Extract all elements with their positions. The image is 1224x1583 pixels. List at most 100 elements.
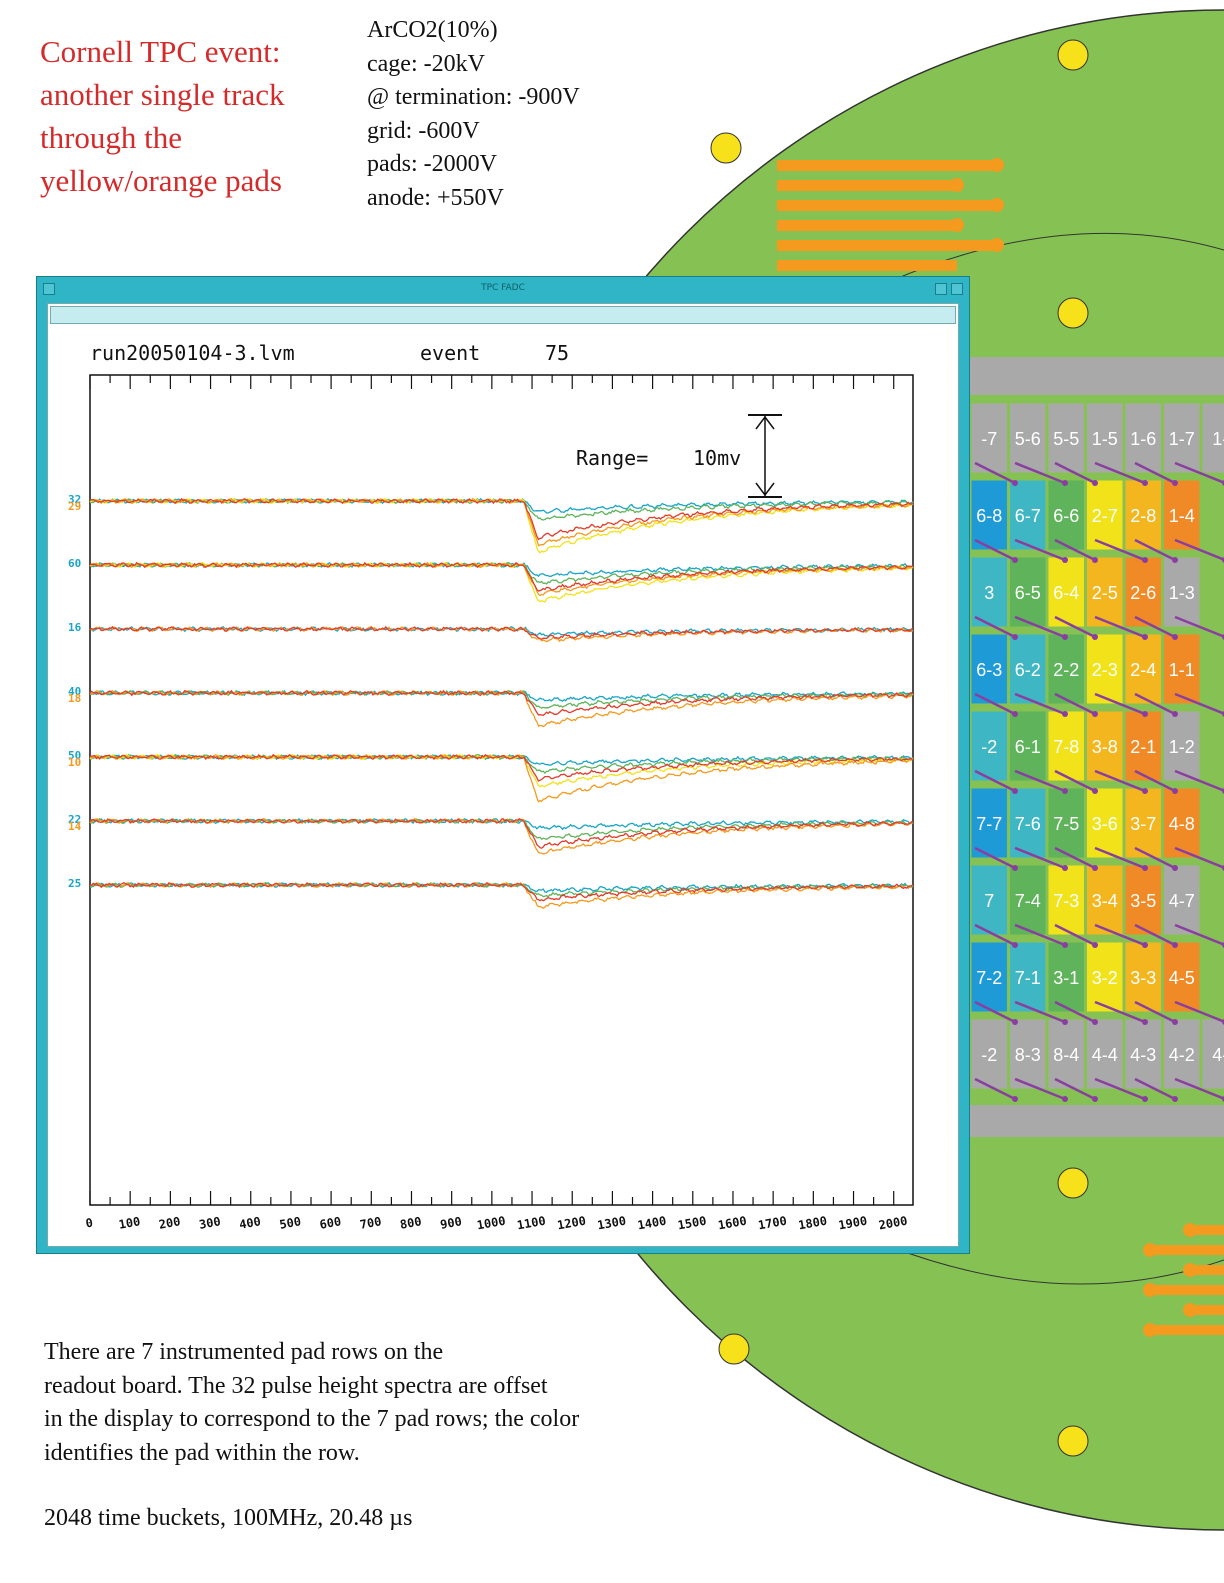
pad-cell: [1163, 633, 1201, 705]
pad-label: 1-7: [1169, 429, 1195, 449]
pad-label: 6-1: [1015, 737, 1041, 757]
pad-lead-end: [1062, 942, 1068, 948]
x-tick-label: 800: [399, 1214, 423, 1232]
pad-label: -7: [981, 429, 997, 449]
pad-cell: [970, 402, 1008, 474]
pad-lead: [1174, 769, 1224, 792]
pad-label: 7: [984, 891, 994, 911]
pad-lead-end: [1092, 788, 1098, 794]
pulse-trace-red: [89, 753, 914, 782]
pad-lead: [974, 1000, 1016, 1024]
x-tick-label: 0: [85, 1216, 95, 1231]
channel-label: 18: [68, 692, 81, 705]
pad-cell: [1163, 556, 1201, 628]
pad-cell: [1009, 941, 1047, 1013]
pad-cell: [1009, 556, 1047, 628]
pad-lead: [1174, 846, 1224, 869]
pad-lead-end: [1142, 634, 1148, 640]
pad-label: 6-2: [1015, 660, 1041, 680]
title-line: Cornell TPC event:: [40, 34, 281, 69]
pad-cell: [1047, 1018, 1085, 1090]
pad-lead: [1134, 692, 1176, 716]
pad-label: 1-1: [1169, 660, 1195, 680]
x-tick-label: 500: [278, 1214, 302, 1232]
run-conditions: ArCO2(10%) cage: -20kV @ termination: -9…: [367, 14, 580, 216]
pad-label: 4-4: [1092, 1045, 1118, 1065]
pad-lead: [1054, 1000, 1096, 1024]
pad-cell: [1124, 633, 1162, 705]
pad-label: 1-5: [1092, 429, 1118, 449]
pad-lead-end: [1092, 1019, 1098, 1025]
pad-cell: [1047, 710, 1085, 782]
x-tick-label: 1600: [717, 1214, 748, 1233]
pad-cell: [1086, 402, 1124, 474]
pad-lead: [1014, 846, 1066, 870]
x-tick-label: 200: [158, 1214, 182, 1232]
pad-lead-end: [1092, 865, 1098, 871]
pad-label: -2: [981, 1045, 997, 1065]
pad-lead-end: [1092, 634, 1098, 640]
pad-label: 3-2: [1092, 968, 1118, 988]
x-tick-label: 1500: [677, 1214, 708, 1233]
maximize-button[interactable]: [951, 283, 963, 295]
pad-lead: [1014, 538, 1066, 562]
pad-lead: [1054, 769, 1096, 793]
bottom-connector-traces: [1143, 1223, 1224, 1337]
pad-cell: [1124, 787, 1162, 859]
pad-label: 7-7: [976, 814, 1002, 834]
fadc-window[interactable]: TPC FADC run20050104-3.lvm event 75 0 100…: [36, 276, 970, 1254]
condition-pads: pads: -2000V: [367, 151, 497, 178]
pad-lead-end: [1172, 1019, 1178, 1025]
pad-cell: [1009, 1018, 1047, 1090]
window-menu-button[interactable]: [43, 283, 55, 295]
pad-cell: [1163, 941, 1201, 1013]
pad-lead: [1174, 923, 1224, 946]
title-line: yellow/orange pads: [40, 163, 282, 198]
pad-cell: [1047, 941, 1085, 1013]
description-line: There are 7 instrumented pad rows on the: [44, 1339, 444, 1365]
pad-label: 7-2: [976, 968, 1002, 988]
event-label: event: [420, 341, 480, 365]
pad-lead-end: [1172, 865, 1178, 871]
pad-label: 2-5: [1092, 583, 1118, 603]
pad-lead: [1134, 1077, 1176, 1101]
pad-cell: [1086, 941, 1124, 1013]
pad-label: 1-2: [1169, 737, 1195, 757]
pad-label: 7-1: [1015, 968, 1041, 988]
pad-lead: [1054, 923, 1096, 947]
pad-lead-end: [1142, 557, 1148, 563]
pulse-trace-orange: [89, 817, 914, 855]
pad-lead-end: [1092, 942, 1098, 948]
pad-cell: [1124, 402, 1162, 474]
x-tick-label: 400: [238, 1214, 262, 1232]
pad-lead: [1054, 538, 1096, 562]
pad-lead: [1134, 923, 1176, 947]
pad-label: 3-3: [1130, 968, 1156, 988]
pad-label: 8-3: [1015, 1045, 1041, 1065]
title-line: another single track: [40, 77, 285, 112]
pad-lead-end: [1172, 557, 1178, 563]
pad-lead: [1134, 769, 1176, 793]
pad-lead: [1054, 461, 1096, 485]
pad-lead: [1094, 461, 1146, 485]
description-line: identifies the pad within the row.: [44, 1439, 360, 1466]
pad-lead-end: [1062, 865, 1068, 871]
pad-lead: [1134, 846, 1176, 870]
pad-lead: [1014, 1000, 1066, 1024]
minimize-button[interactable]: [935, 283, 947, 295]
channel-label: 40: [68, 685, 81, 698]
pad-label: 6-7: [1015, 506, 1041, 526]
pad-cell: [1047, 402, 1085, 474]
slide-title: Cornell TPC event: another single track …: [40, 30, 284, 202]
x-tick-label: 300: [198, 1214, 222, 1232]
pad-label: 2-4: [1130, 660, 1156, 680]
pad-cell: [1047, 787, 1085, 859]
pulse-trace-red: [89, 497, 914, 541]
pulse-trace-red: [89, 881, 914, 902]
pad-cell: [1009, 479, 1047, 551]
pad-label: 4-5: [1169, 968, 1195, 988]
pad-cell: [1201, 402, 1224, 474]
title-line: through the: [40, 120, 183, 155]
pad-cell: [1009, 710, 1047, 782]
pad-lead-end: [1172, 942, 1178, 948]
